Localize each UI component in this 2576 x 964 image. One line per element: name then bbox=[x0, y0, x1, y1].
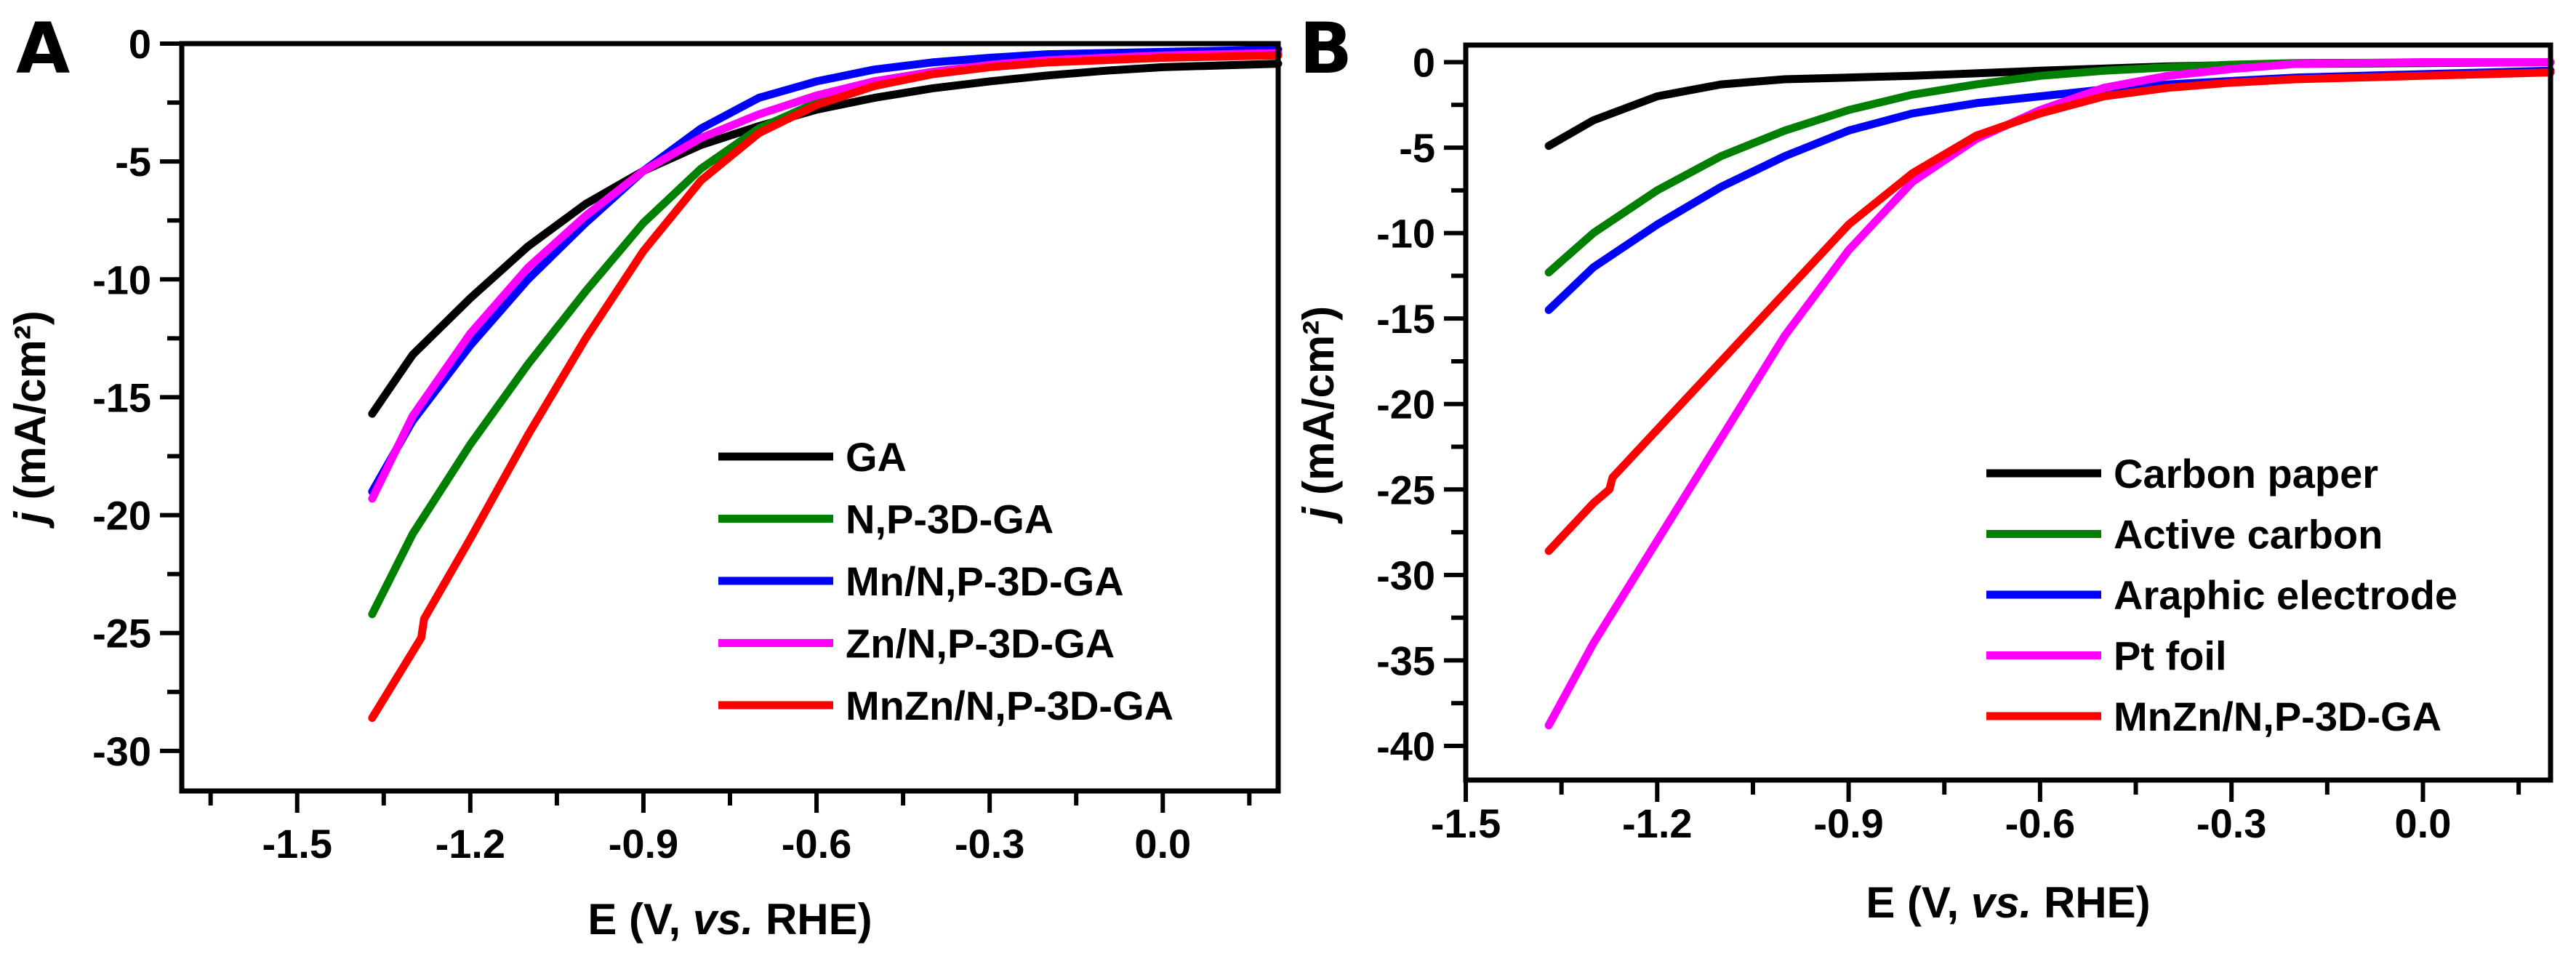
x-tick-label: -0.6 bbox=[2005, 800, 2076, 846]
y-axis-label-var: j bbox=[1294, 506, 1343, 524]
x-tick-label: -1.2 bbox=[436, 821, 506, 867]
y-axis-label-unit: (mA/cm²) bbox=[6, 310, 55, 512]
plot-frame bbox=[1463, 42, 2553, 783]
x-tick-label: 0.0 bbox=[1134, 821, 1191, 867]
legend-label: GA bbox=[846, 434, 907, 480]
panel-label: B bbox=[1299, 8, 1352, 89]
legend-label: Carbon paper bbox=[2114, 451, 2378, 497]
y-axis-label-unit: (mA/cm²) bbox=[1294, 306, 1343, 507]
x-axis-label-text: RHE) bbox=[2031, 878, 2150, 927]
legend-label: MnZn/N,P-3D-GA bbox=[2114, 694, 2441, 739]
legend: GA N,P-3D-GA Mn/N,P-3D-GA Zn/N,P-3D-GA MnZn/… bbox=[718, 434, 1173, 728]
y-tick-label: -5 bbox=[115, 139, 151, 185]
x-axis-label: E (V, vs. RHE) bbox=[587, 895, 872, 944]
series-line-mnzn-n-p-3d-ga bbox=[368, 51, 1283, 722]
y-tick-label: -15 bbox=[92, 374, 151, 420]
x-tick-label: -0.3 bbox=[955, 821, 1025, 867]
series-line-n-p-3d-ga bbox=[368, 50, 1283, 619]
y-tick-label: -20 bbox=[1376, 382, 1435, 427]
legend-label: Pt foil bbox=[2114, 633, 2227, 679]
x-tick-label: 0.0 bbox=[2395, 800, 2452, 846]
y-tick-label: -5 bbox=[1399, 125, 1435, 171]
y-tick-label: -30 bbox=[1376, 553, 1435, 598]
y-tick-label: -40 bbox=[1376, 723, 1435, 769]
y-tick-label: -10 bbox=[92, 257, 151, 302]
legend-label: Active carbon bbox=[2114, 512, 2383, 558]
y-axis-label-var: j bbox=[6, 511, 55, 529]
y-tick-label: -20 bbox=[92, 493, 151, 539]
series-line-zn-n-p-3d-ga bbox=[368, 49, 1283, 503]
series-line-mn-n-p-3d-ga bbox=[368, 45, 1283, 496]
x-axis-label-text: RHE) bbox=[753, 895, 872, 944]
x-tick-label: -0.6 bbox=[782, 821, 852, 867]
x-tick-label: -1.2 bbox=[1622, 800, 1693, 846]
y-axis-label: j (mA/cm²) bbox=[6, 310, 55, 529]
y-tick-label: -15 bbox=[1376, 296, 1435, 342]
panel-label: A bbox=[16, 8, 70, 89]
x-tick-label: -1.5 bbox=[262, 821, 332, 867]
y-tick-label: 0 bbox=[1413, 40, 1435, 86]
legend-label: MnZn/N,P-3D-GA bbox=[846, 683, 1173, 728]
y-tick-label: 0 bbox=[129, 21, 151, 67]
x-axis-label-text: E (V, bbox=[587, 895, 693, 944]
legend-label: N,P-3D-GA bbox=[846, 497, 1054, 542]
x-axis-label: E (V, vs. RHE) bbox=[1866, 878, 2150, 927]
y-tick-label: -10 bbox=[1376, 211, 1435, 257]
series-line-mnzn-n-p-3d-ga bbox=[1544, 68, 2555, 555]
x-tick-label: -0.3 bbox=[2196, 800, 2267, 846]
legend-label: Zn/N,P-3D-GA bbox=[846, 621, 1115, 667]
legend: Carbon paper Active carbon Araphic electro… bbox=[1986, 451, 2457, 739]
legend-label: Mn/N,P-3D-GA bbox=[846, 558, 1124, 604]
chart-panel-b: B -1.5 -1.2 -0.9 -0.6 -0.3 0.0 0 -5 -10 -15 -20 -25 -… bbox=[1294, 8, 2555, 927]
y-axis-label: j (mA/cm²) bbox=[1294, 306, 1343, 524]
x-axis-label-italic: vs. bbox=[1971, 878, 2031, 927]
series-line-active-carbon bbox=[1544, 58, 2555, 277]
x-axis-label-italic: vs. bbox=[693, 895, 753, 944]
chart-panel-a: A -1.5 -1.2 -0.9 -0.6 -0.3 0.0 0 -5 -10 -15 -20 -25 -… bbox=[6, 8, 1283, 944]
x-tick-label: -0.9 bbox=[609, 821, 679, 867]
x-tick-label: -0.9 bbox=[1813, 800, 1884, 846]
series-line-pt-foil bbox=[1544, 58, 2555, 730]
x-tick-label: -1.5 bbox=[1431, 800, 1501, 846]
x-axis-label-text: E (V, bbox=[1866, 878, 1971, 927]
y-tick-label: -25 bbox=[1376, 467, 1435, 513]
series-line-ga bbox=[368, 60, 1283, 418]
y-tick-label: -30 bbox=[92, 728, 151, 774]
y-tick-label: -25 bbox=[92, 611, 151, 656]
legend-label: Araphic electrode bbox=[2114, 572, 2457, 618]
y-tick-label: -35 bbox=[1376, 638, 1435, 683]
